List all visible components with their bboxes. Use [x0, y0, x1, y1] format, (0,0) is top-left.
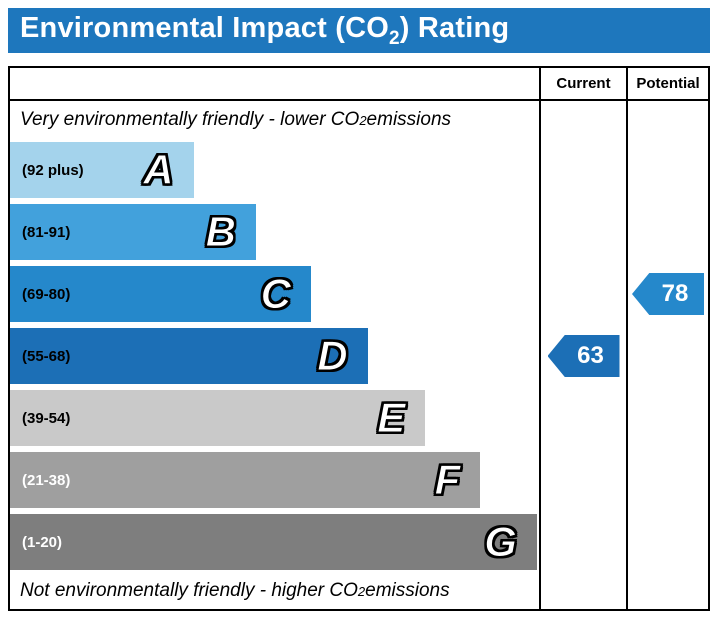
band-letter: G	[484, 518, 518, 565]
top-note-suffix: emissions	[366, 109, 452, 130]
band-bar-g: (1-20) G	[10, 514, 537, 570]
band-letter: A	[143, 146, 174, 193]
band-bar-c: (69-80) C	[10, 266, 311, 322]
rating-bands: (92 plus) A (81-91) B (69-80) C	[10, 139, 539, 573]
band-bar-f: (21-38) F	[10, 452, 481, 508]
band-row-c: (69-80) C	[10, 263, 539, 325]
table-header-spacer	[10, 68, 539, 99]
potential-rating-arrow-icon: 78	[632, 272, 704, 315]
band-row-e: (39-54) E	[10, 387, 539, 449]
co2-rating-table: Current Potential Very environmentally f…	[8, 66, 710, 611]
band-letter: C	[260, 270, 291, 317]
page-title-text: Environmental Impact (CO	[20, 11, 389, 44]
bottom-note-subscript: 2	[357, 583, 366, 599]
table-header-row: Current Potential	[10, 68, 708, 101]
band-row-g: (1-20) G	[10, 511, 539, 573]
top-note-text: Very environmentally friendly - lower CO	[20, 109, 360, 130]
band-row-f: (21-38) F	[10, 449, 539, 511]
band-letter: E	[377, 394, 406, 441]
band-range-label: (92 plus)	[22, 161, 84, 179]
column-header-potential: Potential	[626, 68, 708, 99]
bottom-note-text: Not environmentally friendly - higher CO	[20, 580, 358, 601]
page-title-suffix: ) Rating	[399, 11, 510, 44]
band-range-label: (21-38)	[22, 471, 71, 489]
band-bar-b: (81-91) B	[10, 204, 256, 260]
page-title-subscript: 2	[388, 27, 400, 49]
band-letter: F	[434, 456, 461, 503]
bottom-note: Not environmentally friendly - higher CO…	[10, 573, 539, 609]
band-row-d: (55-68) D	[10, 325, 539, 387]
band-row-a: (92 plus) A	[10, 139, 539, 201]
band-row-b: (81-91) B	[10, 201, 539, 263]
top-note: Very environmentally friendly - lower CO…	[10, 101, 539, 139]
page-title: Environmental Impact (CO2) Rating	[20, 12, 509, 50]
band-range-label: (69-80)	[22, 285, 71, 303]
band-letter: D	[317, 332, 348, 379]
band-letter: B	[205, 208, 236, 255]
current-rating-value: 63	[577, 342, 604, 369]
top-note-subscript: 2	[359, 112, 367, 128]
bottom-note-suffix: emissions	[365, 580, 450, 601]
band-bar-a: (92 plus) A	[10, 142, 194, 198]
bands-area: Very environmentally friendly - lower CO…	[10, 101, 539, 609]
band-bar-d: (55-68) D	[10, 328, 368, 384]
potential-column: 78	[626, 101, 708, 609]
band-bar-e: (39-54) E	[10, 390, 426, 446]
table-body: Very environmentally friendly - lower CO…	[10, 101, 708, 609]
band-range-label: (1-20)	[22, 533, 63, 551]
current-rating-arrow-icon: 63	[547, 335, 620, 377]
band-range-label: (39-54)	[22, 409, 71, 427]
potential-rating-value: 78	[661, 279, 689, 307]
column-header-current: Current	[539, 68, 626, 99]
current-column: 63	[539, 101, 626, 609]
band-range-label: (81-91)	[22, 223, 71, 241]
header-bar: Environmental Impact (CO2) Rating	[8, 8, 710, 53]
band-range-label: (55-68)	[22, 347, 71, 365]
